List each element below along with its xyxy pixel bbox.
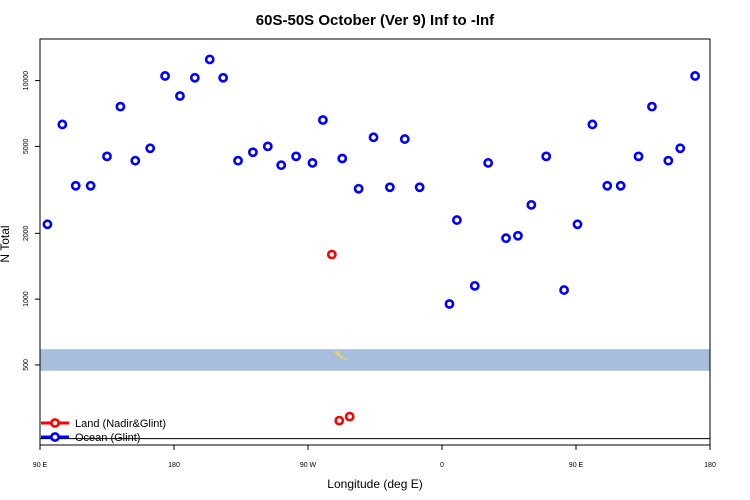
land-mass <box>340 356 343 359</box>
land-nadir-glint-point <box>344 411 355 422</box>
ocean-glint-point <box>262 141 273 152</box>
legend-label: Land (Nadir&Glint) <box>75 418 166 430</box>
ocean-glint-point <box>291 151 301 162</box>
y-tick-label: 10000 <box>23 71 30 91</box>
ocean-glint-point <box>451 215 462 225</box>
ocean-glint-point <box>663 155 674 166</box>
ocean-glint-point <box>130 155 141 166</box>
ocean-glint-point <box>587 119 598 130</box>
legend-label: Ocean (Glint) <box>75 432 140 444</box>
ocean-glint-point <box>233 155 243 166</box>
ocean-glint-point <box>541 151 552 162</box>
y-axis: 500 1000 2000 5000 10000 <box>23 71 40 371</box>
ocean-glint-point <box>115 101 126 112</box>
land-nadir-glint-point <box>334 415 345 426</box>
legend-marker <box>50 432 60 442</box>
ocean-glint-point <box>444 299 455 309</box>
ocean-glint-point <box>384 182 395 193</box>
ocean-glint-point <box>483 158 494 168</box>
y-tick-label: 5000 <box>23 138 30 154</box>
ocean-glint-point <box>469 280 480 291</box>
ocean-glint-point <box>602 180 613 191</box>
points-layer <box>42 54 701 426</box>
ocean-glint-point <box>526 199 537 210</box>
ocean-glint-point <box>218 72 229 83</box>
land-mass <box>346 358 349 360</box>
land-mass <box>341 357 345 360</box>
x-tick-label: 180 <box>168 462 180 469</box>
ocean-glint-point <box>307 158 318 168</box>
ocean-glint-point <box>501 233 511 244</box>
ocean-glint-point <box>276 160 287 171</box>
ocean-glint-point <box>42 219 53 230</box>
ocean-glint-point <box>57 119 68 130</box>
ocean-glint-point <box>70 180 81 191</box>
ocean-glint-point <box>102 151 112 162</box>
x-tick-label: 0 <box>440 462 444 469</box>
land-mass <box>344 358 347 360</box>
y-axis-label: N Total <box>0 225 12 262</box>
ocean-glint-point <box>248 147 258 158</box>
map-band <box>40 349 710 371</box>
ocean-glint-point <box>353 183 364 194</box>
ocean-glint-point <box>572 219 583 230</box>
ocean-glint-point <box>204 54 215 65</box>
ocean-glint-point <box>337 153 348 164</box>
ocean-glint-point <box>145 143 156 154</box>
ocean-glint-point <box>399 134 410 144</box>
ocean-glint-point <box>189 72 200 83</box>
ocean-glint-point <box>559 285 569 295</box>
ocean-glint-point <box>85 180 96 191</box>
plot-frame <box>39 38 711 446</box>
ocean-glint-point <box>175 91 185 101</box>
ocean-map-band <box>40 349 710 371</box>
land-nadir-glint-point <box>326 249 337 260</box>
legend-marker <box>50 418 60 428</box>
x-tick-label: 90 E <box>569 462 584 469</box>
ocean-glint-point <box>633 151 644 162</box>
chart-title: 60S-50S October (Ver 9) Inf to -Inf <box>256 12 495 29</box>
ocean-glint-point <box>513 230 523 241</box>
ocean-glint-point <box>414 182 425 193</box>
x-tick-label: 180 <box>704 462 716 469</box>
y-tick-label: 1000 <box>23 291 30 307</box>
x-tick-label: 90 E <box>33 462 48 469</box>
legend: Land (Nadir&Glint) Ocean (Glint) <box>41 418 166 444</box>
y-tick-label: 2000 <box>23 225 30 241</box>
ocean-glint-point <box>647 101 657 112</box>
ocean-glint-point <box>368 132 379 143</box>
land-mass <box>386 358 388 360</box>
x-tick-label: 90 W <box>300 462 317 469</box>
ocean-glint-point <box>317 115 328 125</box>
ocean-glint-point <box>615 180 626 191</box>
x-axis: 90 E 180 90 W 0 90 E 180 <box>33 445 716 469</box>
ocean-glint-point <box>160 71 170 81</box>
ocean-glint-point <box>690 71 701 81</box>
y-tick-label: 500 <box>23 359 30 371</box>
x-axis-label: Longitude (deg E) <box>327 477 422 491</box>
ocean-glint-point <box>675 143 686 154</box>
